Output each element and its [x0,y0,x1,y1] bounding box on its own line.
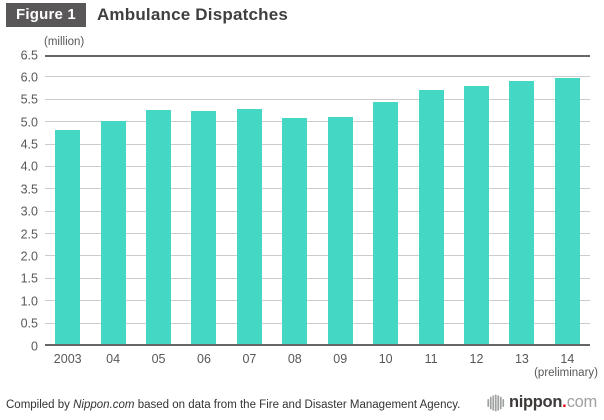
figure-header: Figure 1 Ambulance Dispatches [6,3,288,27]
bar-2003[interactable] [55,129,81,346]
bar-05[interactable] [146,109,172,346]
gridline-2.5 [45,233,590,235]
x-tick-label-08: 08 [287,352,302,366]
globe-stripes-icon [487,394,505,411]
bar-column-12 [454,55,499,346]
figure-title: Ambulance Dispatches [96,5,289,24]
gridline-2.0 [45,255,590,257]
gridline-4.5 [45,143,590,145]
y-tick-label-4.5: 4.5 [20,137,38,152]
bar-column-10 [363,55,408,346]
bar-11[interactable] [418,90,444,346]
gridline-4.0 [45,165,590,167]
bar-column-2003 [45,55,90,346]
bar-column-04 [90,55,135,346]
y-tick-label-0: 0 [31,338,38,353]
axis-top-line [45,55,590,57]
bar-10[interactable] [373,101,399,346]
bar-column-09 [318,55,363,346]
bar-column-14 [545,55,590,346]
y-tick-label-1.5: 1.5 [20,271,38,286]
gridline-3.5 [45,188,590,190]
x-tick-label-05: 05 [151,352,166,366]
bar-series [45,55,590,346]
gridline-1.0 [45,300,590,302]
source-credit: Compiled by Nippon.com based on data fro… [6,399,460,411]
bar-column-08 [272,55,317,346]
x-tick-label-2003: 2003 [53,352,82,366]
logo-text-com: com [566,393,598,411]
gridline-3.0 [45,210,590,212]
x-axis-labels: 2003 04 05 06 07 08 09 10 11 12 13 14 [45,352,590,366]
logo-text-nippon: nippon [508,393,563,411]
bar-column-07 [227,55,272,346]
bar-08[interactable] [282,117,308,346]
bar-chart-plot-area [45,55,590,346]
x-tick-label-06: 06 [197,352,211,366]
y-tick-label-6.0: 6.0 [20,70,38,85]
y-tick-label-2.5: 2.5 [20,226,38,241]
gridline-5.5 [45,98,590,100]
y-tick-label-4.0: 4.0 [20,159,38,174]
bar-14[interactable] [554,78,580,346]
y-tick-label-3.0: 3.0 [20,204,38,219]
x-tick-label-14: 14 [560,352,575,366]
x-tick-label-07: 07 [242,352,257,366]
y-tick-label-0.5: 0.5 [20,316,38,331]
gridline-5.0 [45,121,590,123]
bar-column-13 [499,55,544,346]
x-axis-preliminary-note: (preliminary) [534,367,598,379]
bar-column-11 [408,55,453,346]
x-tick-label-13: 13 [514,352,529,366]
y-tick-label-1.0: 1.0 [20,293,38,308]
credit-source-name: Nippon.com [73,399,135,411]
bar-column-06 [181,55,226,346]
bar-12[interactable] [464,86,489,346]
credit-prefix: Compiled by [6,399,74,411]
x-tick-label-12: 12 [469,352,484,366]
x-tick-label-04: 04 [106,352,121,366]
axis-baseline [45,344,590,346]
y-tick-label-2.0: 2.0 [20,249,38,264]
bar-09[interactable] [327,116,353,346]
credit-suffix: based on data from the Fire and Disaster… [134,399,461,411]
bar-07[interactable] [236,109,262,346]
figure-badge: Figure 1 [6,3,86,27]
y-tick-label-5.0: 5.0 [20,114,38,129]
gridline-0.5 [45,322,590,324]
bar-13[interactable] [509,80,535,346]
bar-06[interactable] [191,111,217,346]
gridline-6.0 [45,76,590,78]
y-axis-labels: 0 0.5 1.0 1.5 2.0 2.5 3.0 3.5 4.0 4.5 5.0 5.5 6.0 6.5 [0,49,38,352]
nippon-com-logo: nippon. com [487,393,597,412]
x-tick-label-10: 10 [378,352,393,366]
bar-04[interactable] [100,120,126,346]
y-tick-label-6.5: 6.5 [20,47,38,62]
y-tick-label-5.5: 5.5 [20,92,38,107]
x-tick-label-09: 09 [333,352,348,366]
y-tick-label-3.5: 3.5 [20,182,38,197]
x-tick-label-11: 11 [424,352,438,366]
bar-column-05 [136,55,181,346]
logo-text-dot: . [562,393,567,411]
gridline-1.5 [45,277,590,279]
y-axis-unit-label: (million) [44,36,85,48]
